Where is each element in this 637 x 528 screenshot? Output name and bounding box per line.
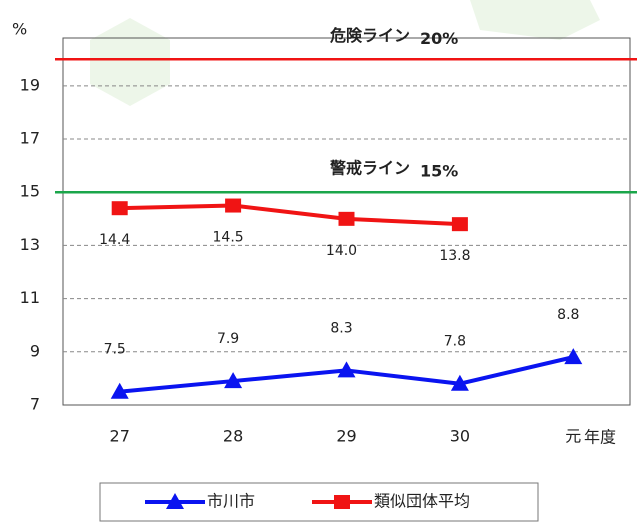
x-tick-label: 27 bbox=[110, 427, 130, 446]
legend-marker bbox=[334, 495, 350, 509]
marker bbox=[564, 348, 583, 365]
x-tick-label: 29 bbox=[336, 427, 356, 446]
x-tick-label: 30 bbox=[450, 427, 470, 446]
y-tick-label: 13 bbox=[20, 235, 40, 254]
marker bbox=[111, 201, 128, 216]
y-tick-label: 9 bbox=[30, 341, 40, 360]
series-line bbox=[119, 203, 460, 227]
x-axis-label: 年度 bbox=[584, 428, 616, 447]
x-tick-label: 元 bbox=[565, 427, 581, 446]
marker bbox=[225, 198, 242, 213]
background-shape bbox=[90, 18, 170, 106]
y-tick-label: 11 bbox=[20, 288, 40, 307]
marker bbox=[338, 211, 355, 226]
y-tick-label: 17 bbox=[20, 129, 40, 148]
y-tick-label: 15 bbox=[20, 182, 40, 201]
marker bbox=[450, 374, 469, 391]
plot-area bbox=[62, 37, 631, 406]
reference-value: 20% bbox=[420, 29, 458, 48]
data-label: 7.5 bbox=[104, 342, 126, 358]
data-label: 14.5 bbox=[213, 230, 244, 246]
marker bbox=[451, 217, 468, 232]
data-label: 8.3 bbox=[330, 320, 352, 336]
reference-value: 15% bbox=[420, 162, 458, 181]
data-label: 7.8 bbox=[444, 334, 466, 350]
legend-label: 類似団体平均 bbox=[374, 492, 470, 511]
marker bbox=[224, 372, 243, 389]
data-label: 7.9 bbox=[217, 331, 239, 347]
reference-label: 危険ライン bbox=[330, 26, 410, 45]
y-tick-label: 7 bbox=[30, 395, 40, 414]
background-shape bbox=[470, 0, 600, 40]
data-label: 14.4 bbox=[99, 232, 130, 248]
data-label: 13.8 bbox=[439, 248, 470, 264]
reference-label: 警戒ライン bbox=[329, 159, 410, 178]
x-tick-label: 28 bbox=[223, 427, 243, 446]
marker bbox=[337, 361, 356, 378]
y-tick-label: 19 bbox=[20, 75, 40, 94]
legend-marker bbox=[166, 493, 184, 509]
legend-label: 市川市 bbox=[207, 492, 255, 511]
y-axis-label: % bbox=[12, 20, 27, 39]
data-label: 14.0 bbox=[326, 243, 357, 259]
marker bbox=[110, 382, 129, 399]
data-label: 8.8 bbox=[557, 307, 579, 323]
